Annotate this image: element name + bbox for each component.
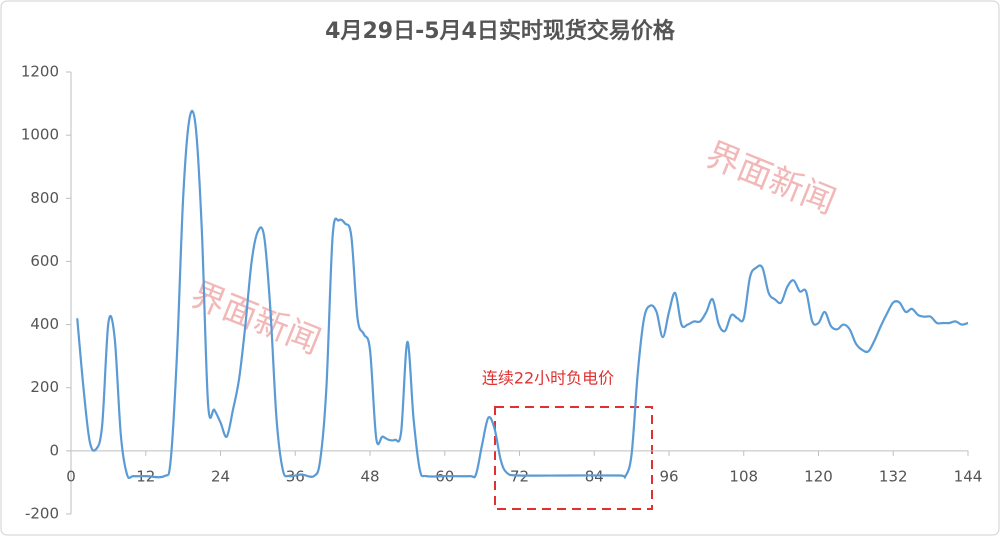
x-tick-label: 120 — [804, 467, 833, 485]
x-tick-label: 144 — [954, 467, 983, 485]
y-tick-label: 1200 — [21, 63, 59, 81]
y-tick-label: 400 — [30, 315, 59, 333]
annotation-box — [494, 406, 653, 510]
series-line — [76, 109, 969, 480]
y-tick-label: -200 — [25, 505, 59, 523]
y-tick-label: 0 — [49, 441, 59, 459]
y-tick-label: 200 — [30, 378, 59, 396]
x-tick-label: 24 — [211, 467, 230, 485]
x-tick-label: 132 — [879, 467, 908, 485]
x-tick-label: 96 — [659, 467, 678, 485]
y-tick-label: 600 — [30, 252, 59, 270]
x-tick-label: 0 — [66, 467, 76, 485]
y-tick-label: 800 — [30, 189, 59, 207]
y-tick-label: 1000 — [21, 126, 59, 144]
annotation: 连续22小时负电价 — [482, 369, 614, 388]
x-tick-label: 108 — [729, 467, 758, 485]
x-tick-label: 48 — [360, 467, 379, 485]
chart-title: 4月29日-5月4日实时现货交易价格 — [325, 18, 676, 44]
